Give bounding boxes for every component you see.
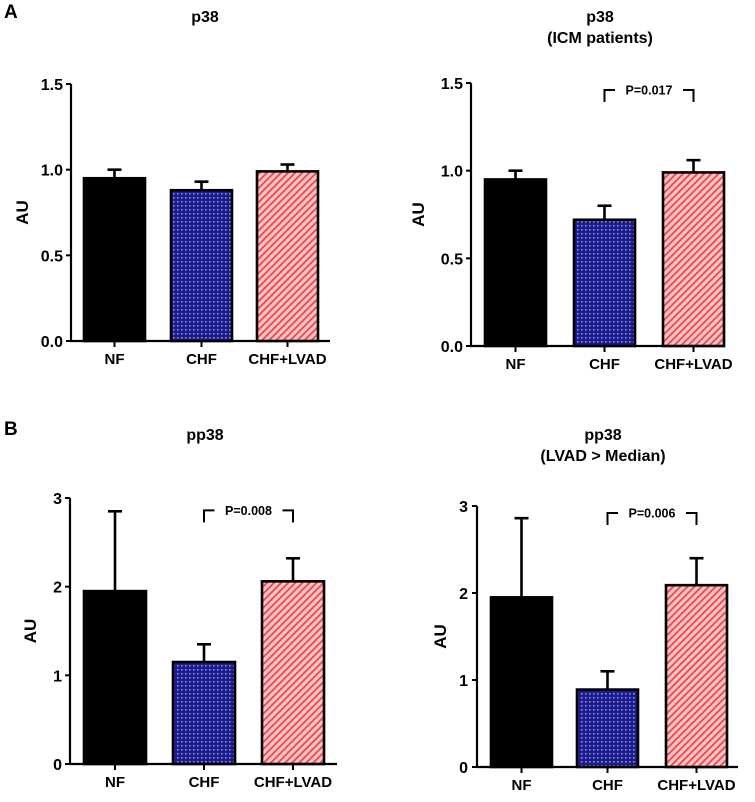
y-tick-label: 0	[459, 760, 468, 777]
x-tick-label: CHF	[589, 356, 620, 373]
bar-nf	[489, 596, 554, 769]
y-tick-label: 2	[459, 586, 468, 603]
x-tick-label: CHF+LVAD	[657, 777, 735, 794]
chart-title: pp38	[186, 427, 223, 444]
x-tick-label: CHF	[592, 777, 623, 794]
y-tick-label: 0.5	[441, 251, 463, 268]
significance-bracket-left	[606, 511, 618, 525]
significance-label: P=0.017	[626, 84, 673, 98]
x-tick-label: CHF	[186, 351, 217, 368]
y-tick-label: 1.5	[441, 76, 463, 93]
y-tick-label: 0.5	[41, 248, 63, 265]
chart-title: pp38	[584, 427, 621, 444]
x-tick-label: NF	[105, 351, 125, 368]
significance-label: P=0.008	[225, 504, 272, 518]
y-tick-label: 3	[53, 491, 62, 508]
chart-title: p38	[586, 9, 614, 26]
bar-chf-lvad	[661, 171, 726, 348]
chart-2: p38 (ICM patients) AU 0.0 0.5 1.0 1.5 NF CHF CHF+…	[409, 9, 733, 373]
bar-chf	[572, 218, 637, 348]
bar-nf	[82, 176, 147, 343]
chart-1: p38 AU 0.0 0.5 1.0 1.5 NF CHF CHF+LVAD	[13, 9, 330, 368]
significance-bracket-right	[282, 509, 294, 523]
significance-bracket-right	[683, 89, 695, 103]
significance-bracket-left	[603, 89, 615, 103]
chart-3: pp38 AU 0 1 2 3 NF CHF CHF+LVAD P=0.008	[21, 427, 337, 791]
panel-label-a: A	[4, 2, 18, 23]
x-tick-label: NF	[506, 356, 526, 373]
x-tick-label: CHF+LVAD	[248, 351, 326, 368]
bar-nf	[82, 589, 148, 766]
y-tick-label: 0.0	[41, 334, 63, 351]
x-tick-label: CHF+LVAD	[654, 356, 732, 373]
bar-chf	[575, 688, 640, 769]
y-axis-label: AU	[13, 200, 32, 225]
y-tick-label: 1.5	[41, 77, 63, 94]
bar-chf-lvad	[255, 170, 320, 343]
bar-chf-lvad	[260, 580, 326, 766]
significance-bracket-right	[686, 511, 698, 525]
significance-bracket-left	[203, 509, 215, 523]
significance-label: P=0.006	[629, 506, 676, 520]
x-tick-label: NF	[105, 774, 125, 791]
bar-nf	[483, 178, 548, 348]
chart-4: pp38 (LVAD > Median) AU 0 1 2 3 NF CHF CHF+LVAD P=…	[431, 427, 738, 794]
bar-chf-lvad	[664, 583, 729, 769]
y-tick-label: 0.0	[441, 339, 463, 356]
chart-title: p38	[191, 9, 219, 26]
y-axis-label: AU	[409, 202, 428, 227]
y-tick-label: 1.0	[41, 163, 63, 180]
y-tick-label: 2	[53, 580, 62, 597]
x-tick-label: CHF	[189, 774, 220, 791]
y-axis-label: AU	[21, 619, 40, 644]
bar-chf	[169, 188, 234, 343]
y-tick-label: 1	[53, 668, 62, 685]
y-tick-label: 0	[53, 757, 62, 774]
bar-chf	[171, 660, 237, 766]
y-tick-label: 3	[459, 499, 468, 516]
y-axis-label: AU	[431, 624, 450, 649]
y-tick-label: 1	[459, 673, 468, 690]
chart-subtitle: (LVAD > Median)	[540, 448, 665, 465]
y-tick-label: 1.0	[441, 164, 463, 181]
chart-subtitle: (ICM patients)	[547, 30, 653, 47]
panel-label-b: B	[4, 419, 18, 440]
x-tick-label: CHF+LVAD	[254, 774, 332, 791]
x-tick-label: NF	[512, 777, 532, 794]
